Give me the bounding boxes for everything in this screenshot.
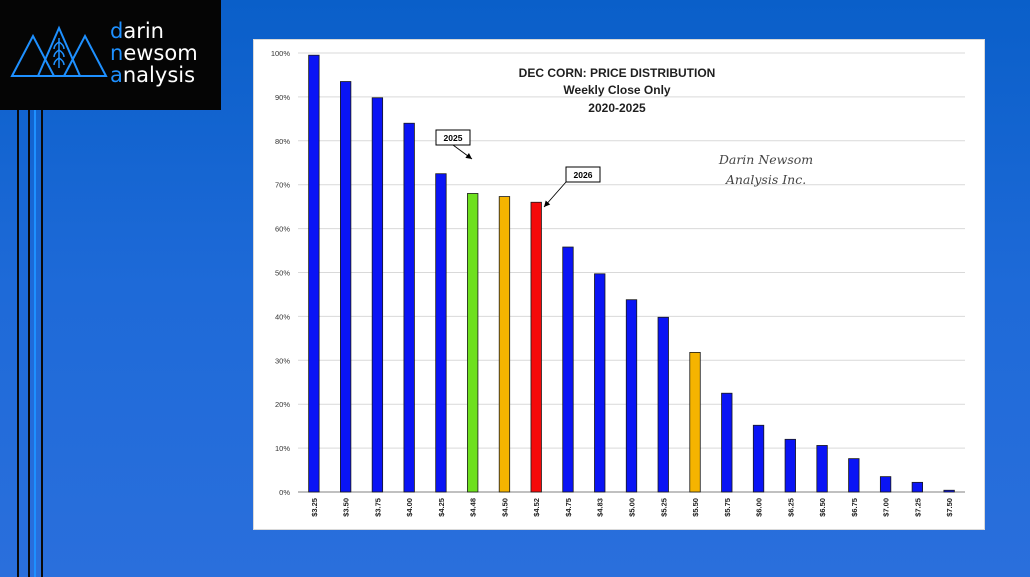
bar [403, 122, 415, 493]
x-tick-label: $3.25 [310, 498, 319, 517]
bar [594, 273, 606, 493]
x-tick-label: $4.83 [596, 498, 605, 517]
bar [530, 201, 542, 493]
y-tick-label: 60% [275, 225, 290, 234]
x-tick-label: $7.25 [913, 498, 922, 517]
chart-subtitle-2: 2020-2025 [588, 101, 646, 115]
bar [911, 481, 923, 493]
bar [308, 54, 320, 493]
bar [562, 246, 574, 493]
bar [625, 299, 638, 493]
bar [467, 193, 479, 493]
annotation-arrowhead [544, 200, 551, 207]
x-tick-label: $5.50 [691, 498, 700, 517]
x-tick-label: $6.50 [818, 498, 827, 517]
y-tick-label: 10% [275, 444, 290, 453]
bar [752, 424, 765, 493]
y-tick-label: 70% [275, 181, 290, 190]
bar [498, 196, 511, 493]
x-tick-label: $3.50 [342, 498, 351, 517]
bar [689, 351, 701, 493]
bar [657, 316, 669, 493]
bar [816, 445, 828, 493]
logo-mountains-icon [10, 25, 108, 77]
logo-line-3: analysis [110, 63, 196, 87]
y-tick-label: 40% [275, 312, 290, 321]
decor-line-3 [34, 110, 36, 577]
watermark-line-2: Analysis Inc. [725, 172, 806, 187]
price-distribution-chart: 0% 10% 20% 30% 40% 50% 60% 70% 80% 90% 100% $3.25 $3… [253, 39, 985, 530]
y-tick-label: 50% [275, 269, 290, 278]
y-tick-label: 20% [275, 400, 290, 409]
y-tick-label: 30% [275, 356, 290, 365]
x-tick-label: $4.25 [437, 498, 446, 517]
annotation-label: 2026 [574, 170, 593, 180]
annotation-arrowhead [465, 153, 472, 159]
x-tick-label: $6.75 [850, 498, 859, 517]
decor-line-4 [41, 110, 43, 577]
y-tick-label: 0% [279, 488, 290, 497]
x-tick-label: $6.00 [755, 498, 764, 517]
x-tick-label: $4.75 [564, 498, 573, 517]
y-tick-label: 80% [275, 137, 290, 146]
x-tick-label: $4.50 [500, 498, 509, 517]
watermark-line-1: Darin Newsom [718, 152, 813, 167]
logo-line-2: newsom [110, 41, 198, 65]
decor-line-1 [17, 110, 19, 577]
bar [848, 458, 860, 493]
bar [879, 476, 892, 493]
logo-wordmark: darin newsom analysis [110, 20, 198, 86]
logo-line-1: darin [110, 19, 164, 43]
y-tick-label: 90% [275, 93, 290, 102]
x-tick-label: $5.25 [659, 498, 668, 517]
chart-title: DEC CORN: PRICE DISTRIBUTION [519, 66, 716, 80]
x-tick-label: $5.75 [723, 498, 732, 517]
x-tick-label: $6.25 [786, 498, 795, 517]
annotation-box [565, 166, 601, 183]
chart-panel: 0% 10% 20% 30% 40% 50% 60% 70% 80% 90% 100% $3.25 $3… [253, 39, 985, 530]
x-tick-label: $5.00 [628, 498, 637, 517]
annotation-label: 2025 [444, 133, 463, 143]
x-tick-label: $7.00 [882, 498, 891, 517]
x-tick-label: $4.52 [532, 498, 541, 517]
x-tick-label: $4.48 [469, 498, 478, 517]
chart-subtitle-1: Weekly Close Only [563, 83, 670, 97]
bar [721, 392, 733, 493]
decor-line-2 [28, 110, 30, 577]
bar [340, 81, 352, 493]
y-tick-label: 100% [271, 49, 291, 58]
bar [784, 438, 796, 493]
x-tick-label: $4.00 [405, 498, 414, 517]
bar [371, 97, 384, 493]
x-tick-label: $7.50 [945, 498, 954, 517]
bar [435, 173, 447, 493]
bar [943, 489, 955, 493]
x-tick-label: $3.75 [373, 498, 382, 517]
logo: darin newsom analysis [0, 0, 221, 110]
